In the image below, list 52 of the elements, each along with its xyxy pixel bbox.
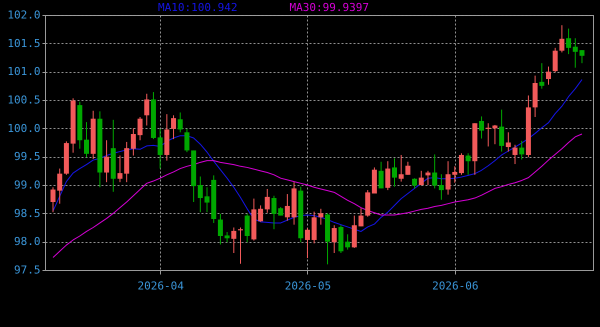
candlestick: [432, 154, 438, 189]
candlestick: [365, 190, 370, 218]
candlestick: [405, 161, 410, 176]
y-tick-label: 101.5: [7, 36, 40, 50]
y-tick-label: 98.5: [14, 206, 40, 220]
candlestick: [506, 132, 511, 152]
candlestick: [479, 116, 484, 140]
candlestick: [552, 47, 558, 73]
candlestick: [438, 174, 444, 200]
candlestick: [231, 227, 236, 254]
candlestick: [318, 208, 324, 226]
candlestick: [392, 158, 397, 188]
candlestick: [178, 112, 183, 133]
candlestick: [372, 166, 377, 194]
candlestick: [566, 28, 572, 55]
candlestick: [244, 213, 250, 243]
candlestick: [559, 24, 564, 53]
candlestick: [398, 154, 404, 182]
y-tick-label: 98.0: [14, 235, 40, 248]
y-tick-label: 99.5: [14, 150, 40, 164]
candlestick: [446, 160, 451, 196]
candlestick: [519, 140, 524, 160]
x-tick-label: 2026-06: [432, 280, 478, 292]
candlestick: [539, 62, 544, 90]
candlestick: [144, 93, 150, 126]
line-series: [52, 134, 582, 258]
candlestick: [492, 124, 498, 145]
candlestick: [332, 224, 337, 254]
candlestick: [466, 152, 471, 176]
y-tick-label: 100.5: [7, 94, 40, 106]
candlestick: [418, 170, 424, 186]
candlestick: [546, 66, 551, 86]
candlestick: [264, 188, 270, 214]
y-tick-label: 100.0: [7, 122, 40, 135]
y-tick-label: 97.5: [14, 264, 40, 276]
candlestick: [238, 227, 243, 264]
x-tick-label: 2026-05: [284, 280, 332, 292]
candlestick: [385, 160, 390, 191]
candlestick: [378, 161, 384, 189]
candlestick: [512, 144, 518, 165]
candlestick: [499, 109, 504, 152]
y-tick-label: 102.0: [7, 8, 40, 22]
y-tick-label: 99.0: [14, 178, 40, 192]
text: MA10:100.942: [158, 1, 238, 14]
candlestick: [184, 128, 190, 153]
x-tick-label: 2026-04: [137, 280, 184, 292]
candlestick: [104, 140, 110, 183]
candlestick: [425, 170, 430, 186]
y-tick-label: 101.0: [7, 65, 40, 78]
candlestick: [171, 114, 176, 140]
candlestick: [412, 178, 418, 189]
text: MA30:99.9397: [289, 1, 369, 14]
